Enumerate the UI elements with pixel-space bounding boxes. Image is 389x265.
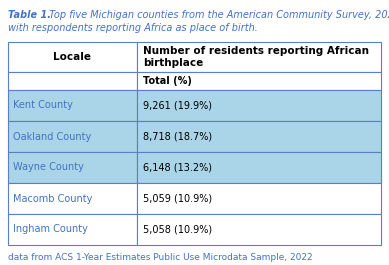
Text: 9,261 (19.9%): 9,261 (19.9%) [143,100,212,111]
Bar [137,90,381,121]
Bar [137,121,381,152]
Text: Macomb County: Macomb County [13,193,92,204]
Text: Number of residents reporting African
birthplace: Number of residents reporting African bi… [143,46,369,68]
Text: 5,058 (10.9%): 5,058 (10.9%) [143,224,212,235]
Text: data from ACS 1-Year Estimates Public Use Microdata Sample, 2022: data from ACS 1-Year Estimates Public Us… [8,253,313,262]
Bar [8,90,137,121]
Text: Ingham County: Ingham County [13,224,88,235]
Bar [8,183,137,214]
Bar [8,214,137,245]
Text: 6,148 (13.2%): 6,148 (13.2%) [143,162,212,173]
Text: Top five Michigan counties from the American Community Survey, 2022,: Top five Michigan counties from the Amer… [46,10,389,20]
Bar [8,121,137,152]
Bar [137,42,381,72]
Bar [137,183,381,214]
Text: Locale: Locale [53,52,91,62]
Text: 8,718 (18.7%): 8,718 (18.7%) [143,131,212,142]
Text: with respondents reporting Africa as place of birth.: with respondents reporting Africa as pla… [8,23,258,33]
Text: Wayne County: Wayne County [13,162,84,173]
Text: 5,059 (10.9%): 5,059 (10.9%) [143,193,212,204]
Text: Oakland County: Oakland County [13,131,91,142]
Text: Total (%): Total (%) [143,76,191,86]
Bar [8,72,137,90]
Bar [8,152,137,183]
Bar [137,72,381,90]
Bar [137,214,381,245]
Bar [137,152,381,183]
Bar [8,42,137,72]
Text: Kent County: Kent County [13,100,73,111]
Text: Table 1.: Table 1. [8,10,51,20]
